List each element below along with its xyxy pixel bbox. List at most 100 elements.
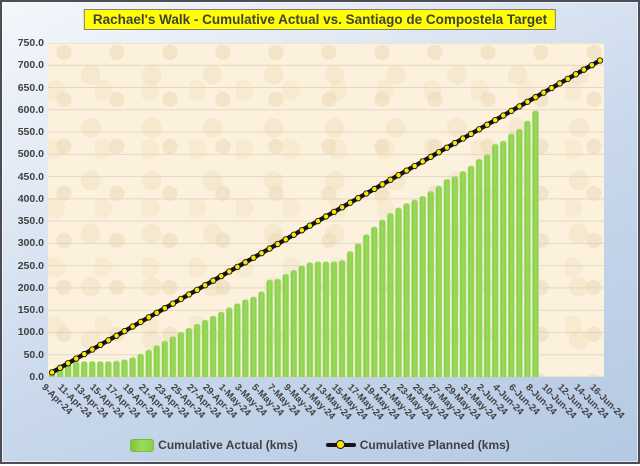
- actual-bar: [467, 165, 475, 377]
- planned-marker: [540, 89, 547, 96]
- planned-marker: [484, 121, 491, 128]
- planned-marker: [314, 217, 322, 225]
- y-tick-label: 650.0: [17, 81, 44, 94]
- y-tick-label: 100.0: [17, 326, 44, 339]
- y-tick-label: 400.0: [17, 192, 44, 205]
- planned-marker: [113, 332, 120, 339]
- actual-bar: [193, 323, 201, 377]
- actual-bar: [379, 219, 386, 377]
- legend-planned-label: Cumulative Planned (kms): [359, 438, 510, 452]
- actual-bar: [306, 262, 314, 377]
- actual-bar: [121, 359, 128, 377]
- planned-marker: [467, 130, 475, 138]
- actual-bar: [532, 110, 539, 377]
- actual-bar: [459, 170, 467, 377]
- actual-bar: [314, 261, 322, 377]
- actual-bar: [225, 307, 233, 377]
- y-tick-label: 50.0: [23, 348, 44, 361]
- planned-marker: [282, 236, 289, 243]
- planned-marker: [177, 295, 185, 303]
- actual-bar: [330, 261, 338, 377]
- actual-bar: [153, 345, 161, 377]
- actual-bar: [451, 175, 459, 377]
- planned-marker: [524, 98, 531, 105]
- y-axis: 0.0 50.0 100.0 150.0 200.0 250.0 300.0 350.0 400…: [2, 2, 44, 466]
- y-tick-label: 700.0: [17, 59, 44, 72]
- planned-marker: [395, 172, 402, 179]
- actual-bar: [137, 353, 145, 377]
- planned-marker: [234, 263, 241, 271]
- actual-bar: [274, 278, 282, 377]
- y-tick-label: 550.0: [17, 126, 44, 139]
- planned-marker: [596, 57, 604, 64]
- actual-bar: [435, 185, 443, 377]
- actual-bar: [516, 128, 523, 377]
- planned-marker: [105, 337, 112, 344]
- y-tick-label: 0.0: [29, 371, 44, 383]
- planned-marker: [145, 314, 152, 321]
- legend-item-actual[interactable]: Cumulative Actual (kms): [130, 438, 298, 452]
- planned-marker: [347, 199, 354, 206]
- planned-marker: [73, 355, 80, 362]
- actual-bar: [322, 261, 330, 377]
- plot-area[interactable]: [48, 43, 604, 377]
- actual-bar: [507, 133, 515, 377]
- legend: Cumulative Actual (kms) Cumulative Plann…: [2, 438, 638, 452]
- planned-marker: [588, 61, 596, 69]
- y-tick-label: 450.0: [17, 170, 44, 183]
- planned-marker: [330, 208, 338, 216]
- actual-bar: [80, 361, 88, 377]
- planned-marker: [403, 167, 410, 174]
- planned-marker: [492, 116, 499, 124]
- y-tick-label: 250.0: [17, 259, 44, 272]
- actual-bar: [370, 226, 378, 377]
- actual-bar: [290, 269, 298, 377]
- planned-marker: [218, 272, 225, 280]
- planned-marker: [564, 75, 571, 82]
- planned-marker: [161, 305, 168, 312]
- actual-bar: [169, 336, 177, 377]
- actual-bar: [113, 360, 120, 377]
- actual-bar: [129, 357, 136, 377]
- planned-marker: [572, 71, 579, 78]
- planned-line-series[interactable]: [48, 57, 604, 376]
- actual-bar: [354, 243, 362, 377]
- planned-marker: [556, 80, 563, 87]
- actual-bar-series[interactable]: [48, 110, 539, 377]
- y-tick-label: 200.0: [17, 281, 44, 294]
- planned-marker: [516, 103, 523, 110]
- planned-marker: [363, 190, 370, 197]
- actual-bar: [443, 178, 451, 377]
- planned-marker: [508, 107, 515, 115]
- planned-marker: [210, 277, 217, 284]
- actual-bar: [105, 361, 112, 377]
- actual-bar: [201, 319, 209, 377]
- actual-bar: [346, 251, 354, 377]
- planned-marker: [258, 249, 265, 257]
- actual-bar: [282, 273, 290, 377]
- legend-actual-label: Cumulative Actual (kms): [158, 438, 298, 452]
- planned-marker: [338, 204, 346, 211]
- actual-bar: [185, 327, 193, 377]
- planned-marker: [459, 135, 467, 142]
- actual-bar: [499, 140, 507, 377]
- actual-bar: [338, 260, 346, 377]
- planned-marker: [451, 139, 459, 147]
- chart-title[interactable]: Rachael's Walk - Cumulative Actual vs. S…: [83, 9, 557, 30]
- planned-marker: [169, 300, 177, 307]
- actual-bar: [209, 315, 217, 377]
- actual-bar: [88, 361, 96, 377]
- planned-marker: [306, 222, 314, 229]
- legend-item-planned[interactable]: Cumulative Planned (kms): [325, 438, 510, 452]
- actual-bar: [250, 296, 257, 377]
- planned-marker: [290, 231, 297, 238]
- planned-marker: [379, 181, 386, 188]
- planned-marker: [435, 149, 442, 156]
- planned-marker: [532, 94, 539, 101]
- planned-marker: [580, 66, 588, 73]
- planned-marker: [48, 369, 56, 376]
- actual-bar: [362, 234, 370, 377]
- actual-bar: [403, 203, 410, 377]
- actual-bar: [266, 279, 273, 377]
